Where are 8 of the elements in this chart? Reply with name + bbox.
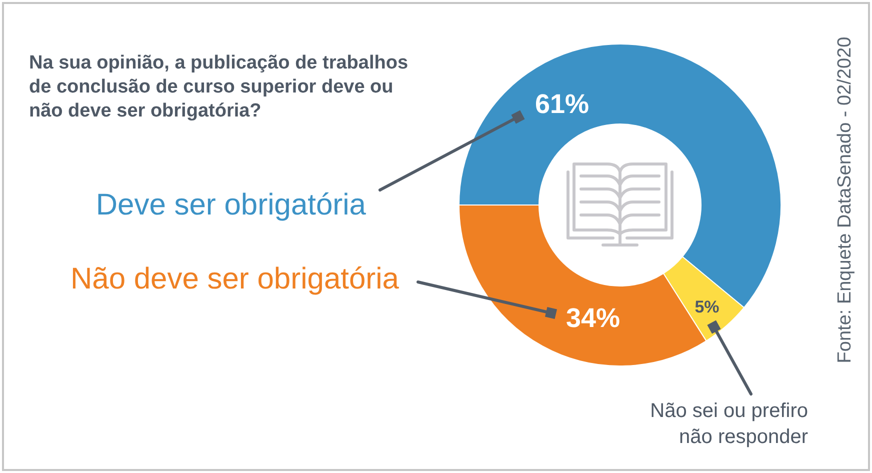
data-label: 34% [566, 303, 620, 333]
source-note: Fonte: Enquete DataSenado - 02/2020 [834, 36, 856, 364]
slice-label: Não sei ou prefiro não responder [650, 400, 808, 448]
slice-label: Deve ser obrigatória [96, 188, 366, 222]
data-label: 61% [534, 89, 590, 119]
text: Na sua opinião, a publicação de trabalhos de conclusão de curso superior deve ou não deve ser obrigatória? [29, 52, 408, 122]
slice-label: Não deve ser obrigatória [70, 262, 400, 296]
data-label: 5% [694, 298, 720, 316]
